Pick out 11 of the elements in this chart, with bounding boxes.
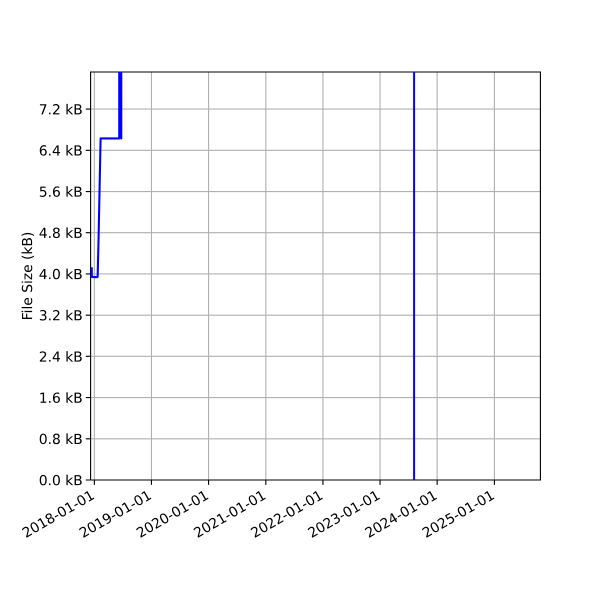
y-tick-label: 1.6 kB	[40, 392, 82, 403]
y-axis-title: File Size (kB)	[22, 232, 34, 319]
y-tick-label: 5.6 kB	[40, 186, 82, 197]
y-tick-label: 0.8 kB	[40, 433, 82, 444]
y-tick-label: 4.8 kB	[39, 227, 82, 238]
y-tick-label: 4.0 kB	[39, 268, 82, 280]
y-tick-label: 6.4 kB	[40, 144, 82, 156]
y-tick-label: 7.2 kB	[40, 104, 82, 114]
y-tick-label: 3.2 kB	[40, 310, 82, 320]
y-tick-label: 0.0 kB	[40, 474, 82, 486]
y-tick-label: 2.4 kB	[40, 351, 82, 362]
